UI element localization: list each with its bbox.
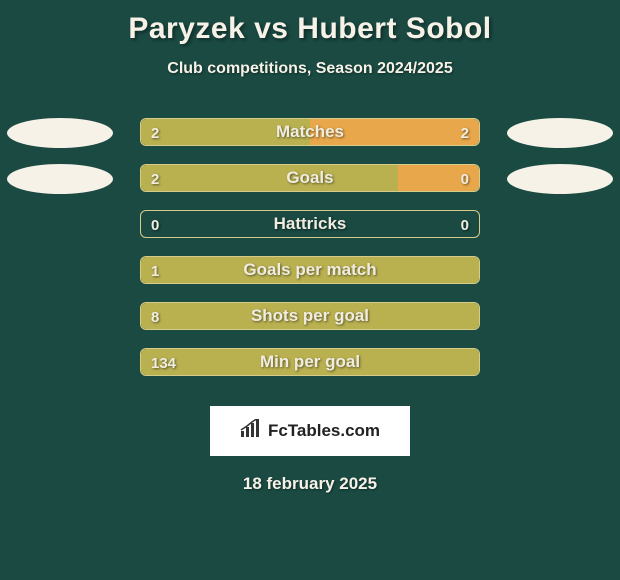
stat-row: Hattricks0 0 — [0, 210, 620, 256]
stat-row: Goals per match1 — [0, 256, 620, 302]
stat-value-left: 134 — [151, 349, 176, 376]
logo: FcTables.com — [240, 419, 380, 444]
page-title: Paryzek vs Hubert Sobol — [0, 0, 620, 46]
stat-rows: Matches22Goals20Hattricks00Goals per mat… — [0, 118, 620, 394]
subtitle: Club competitions, Season 2024/2025 — [0, 60, 620, 78]
chart-bars-icon — [240, 419, 264, 444]
logo-box: FcTables.com — [210, 406, 410, 456]
stat-value-left: 8 — [151, 303, 159, 330]
stat-value-left: 2 — [151, 119, 159, 146]
stat-row: Shots per goal8 — [0, 302, 620, 348]
stat-bar: Hattricks0 0 — [140, 210, 480, 238]
stat-bar: Shots per goal8 — [140, 302, 480, 330]
stat-bar: Goals20 — [140, 164, 480, 192]
stat-row: Goals20 — [0, 164, 620, 210]
date-text: 18 february 2025 — [0, 474, 620, 494]
stat-bar: Min per goal134 — [140, 348, 480, 376]
bar-left-fill — [141, 165, 398, 191]
stat-value-left: 0 — [151, 211, 159, 238]
logo-text: FcTables.com — [268, 421, 380, 441]
player-left-marker — [7, 118, 113, 148]
stat-bar: Matches22 — [140, 118, 480, 146]
stat-value-left: 1 — [151, 257, 159, 284]
stat-value-left: 2 — [151, 165, 159, 192]
bar-left-fill — [141, 257, 479, 283]
player-left-marker — [7, 164, 113, 194]
stat-label: Hattricks — [141, 211, 479, 237]
stat-row: Min per goal134 — [0, 348, 620, 394]
stat-value-right: 0 — [461, 211, 469, 238]
bar-right-fill — [310, 119, 479, 145]
stat-row: Matches22 — [0, 118, 620, 164]
player-right-marker — [507, 164, 613, 194]
stat-value-right: 2 — [461, 119, 469, 146]
stat-value-right: 0 — [461, 165, 469, 192]
bar-left-fill — [141, 303, 479, 329]
player-right-marker — [507, 118, 613, 148]
bar-left-fill — [141, 119, 310, 145]
bar-left-fill — [141, 349, 479, 375]
stat-bar: Goals per match1 — [140, 256, 480, 284]
